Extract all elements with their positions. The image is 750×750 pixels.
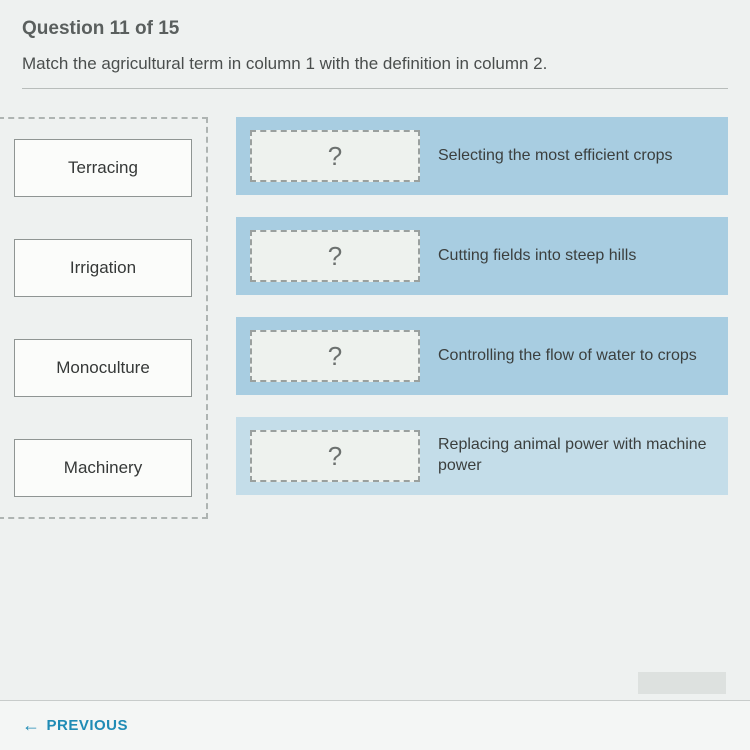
term-card[interactable]: Irrigation (14, 239, 192, 297)
definition-text: Cutting fields into steep hills (438, 246, 636, 267)
bottom-nav-bar: ← PREVIOUS (0, 700, 750, 750)
previous-label: PREVIOUS (47, 717, 129, 734)
question-number-label: Question 11 of 15 (22, 18, 728, 40)
definition-text: Selecting the most efficient crops (438, 146, 673, 167)
drop-target[interactable]: ? (250, 130, 420, 182)
arrow-left-icon: ← (22, 715, 41, 736)
term-card[interactable]: Terracing (14, 139, 192, 197)
definition-text: Replacing animal power with machine powe… (438, 435, 714, 477)
definition-row: ? Replacing animal power with machine po… (236, 417, 728, 495)
definitions-column: ? Selecting the most efficient crops ? C… (236, 117, 728, 519)
definition-row: ? Selecting the most efficient crops (236, 117, 728, 195)
drop-target[interactable]: ? (250, 430, 420, 482)
term-card[interactable]: Machinery (14, 439, 192, 497)
terms-column: Terracing Irrigation Monoculture Machine… (0, 117, 208, 519)
definition-text: Controlling the flow of water to crops (438, 346, 697, 367)
previous-button[interactable]: ← PREVIOUS (22, 715, 128, 736)
drop-target[interactable]: ? (250, 230, 420, 282)
drop-target[interactable]: ? (250, 330, 420, 382)
partial-button (638, 672, 726, 694)
definition-row: ? Controlling the flow of water to crops (236, 317, 728, 395)
matching-area: Terracing Irrigation Monoculture Machine… (22, 117, 728, 519)
definition-row: ? Cutting fields into steep hills (236, 217, 728, 295)
question-instruction: Match the agricultural term in column 1 … (22, 54, 728, 74)
term-card[interactable]: Monoculture (14, 339, 192, 397)
divider (22, 88, 728, 89)
quiz-page: Question 11 of 15 Match the agricultural… (0, 0, 750, 750)
